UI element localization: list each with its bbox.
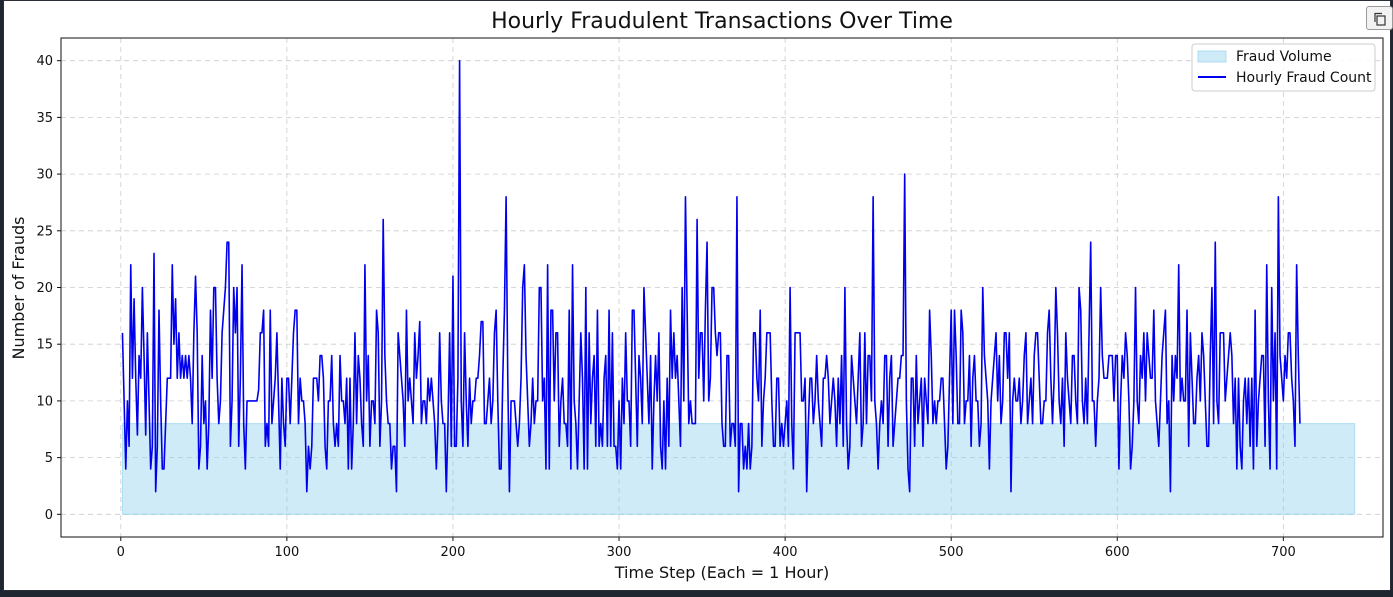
y-tick-label: 40 [36,54,53,69]
y-tick-label: 25 [36,224,53,239]
legend-label-hourly-fraud-count: Hourly Fraud Count [1236,70,1372,86]
y-axis-title: Number of Frauds [9,217,28,360]
y-tick-label: 20 [36,281,53,296]
x-tick-label: 700 [1271,545,1296,560]
x-tick-label: 200 [441,545,466,560]
legend-box [1191,43,1376,92]
x-axis-title: Time Step (Each = 1 Hour) [614,563,829,582]
y-tick-label: 35 [36,111,53,126]
y-tick-label: 10 [36,394,53,409]
line-layer [121,59,1301,493]
legend-label-fraud-volume: Fraud Volume [1236,49,1332,65]
x-tick-label: 300 [607,545,632,560]
copy-icon [1374,12,1386,26]
x-tick-label: 0 [117,545,125,560]
x-tick-label: 500 [939,545,964,560]
y-tick-label: 5 [45,451,53,466]
y-tick-label: 0 [45,508,53,523]
x-axis-ticks: 0 100 200 300 400 500 600 700 [117,537,1296,560]
y-axis-ticks: 0 5 10 15 20 25 30 35 40 [36,54,61,523]
legend-swatch-fraud-volume [1197,50,1227,63]
y-tick-label: 30 [36,168,53,183]
copy-button[interactable] [1366,6,1393,30]
legend: Fraud Volume Hourly Fraud Count [1191,43,1376,92]
series-hourly-fraud-count-line [121,59,1301,493]
x-tick-label: 400 [773,545,798,560]
chart-title: Hourly Fraudulent Transactions Over Time [491,9,953,34]
x-tick-label: 600 [1105,545,1130,560]
x-tick-label: 100 [274,545,299,560]
y-tick-label: 15 [36,338,53,353]
